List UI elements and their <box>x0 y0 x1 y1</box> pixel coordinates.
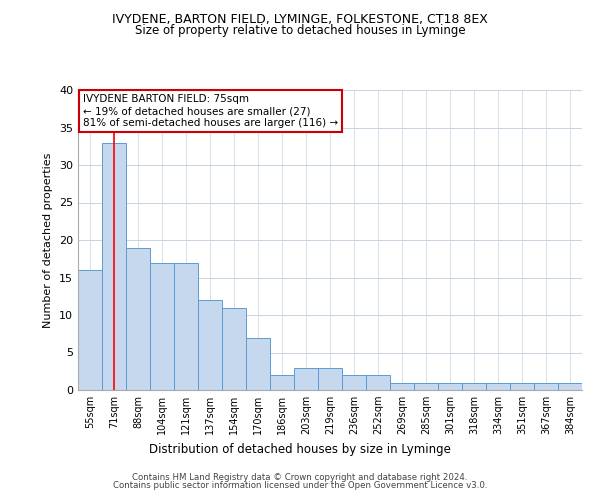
Bar <box>462 382 486 390</box>
Bar <box>486 382 510 390</box>
Bar <box>150 262 174 390</box>
Bar <box>414 382 438 390</box>
Text: Distribution of detached houses by size in Lyminge: Distribution of detached houses by size … <box>149 442 451 456</box>
Bar <box>438 382 462 390</box>
Bar <box>78 270 102 390</box>
Text: Contains HM Land Registry data © Crown copyright and database right 2024.: Contains HM Land Registry data © Crown c… <box>132 472 468 482</box>
Bar <box>342 375 366 390</box>
Bar <box>366 375 390 390</box>
Bar <box>246 338 270 390</box>
Bar <box>534 382 558 390</box>
Bar <box>102 142 126 390</box>
Text: IVYDENE BARTON FIELD: 75sqm
← 19% of detached houses are smaller (27)
81% of sem: IVYDENE BARTON FIELD: 75sqm ← 19% of det… <box>83 94 338 128</box>
Bar <box>126 248 150 390</box>
Bar <box>174 262 198 390</box>
Text: Contains public sector information licensed under the Open Government Licence v3: Contains public sector information licen… <box>113 481 487 490</box>
Text: Size of property relative to detached houses in Lyminge: Size of property relative to detached ho… <box>134 24 466 37</box>
Bar <box>318 368 342 390</box>
Bar <box>390 382 414 390</box>
Bar <box>198 300 222 390</box>
Y-axis label: Number of detached properties: Number of detached properties <box>43 152 53 328</box>
Bar <box>510 382 534 390</box>
Bar <box>558 382 582 390</box>
Bar <box>294 368 318 390</box>
Bar <box>270 375 294 390</box>
Bar <box>222 308 246 390</box>
Text: IVYDENE, BARTON FIELD, LYMINGE, FOLKESTONE, CT18 8EX: IVYDENE, BARTON FIELD, LYMINGE, FOLKESTO… <box>112 12 488 26</box>
